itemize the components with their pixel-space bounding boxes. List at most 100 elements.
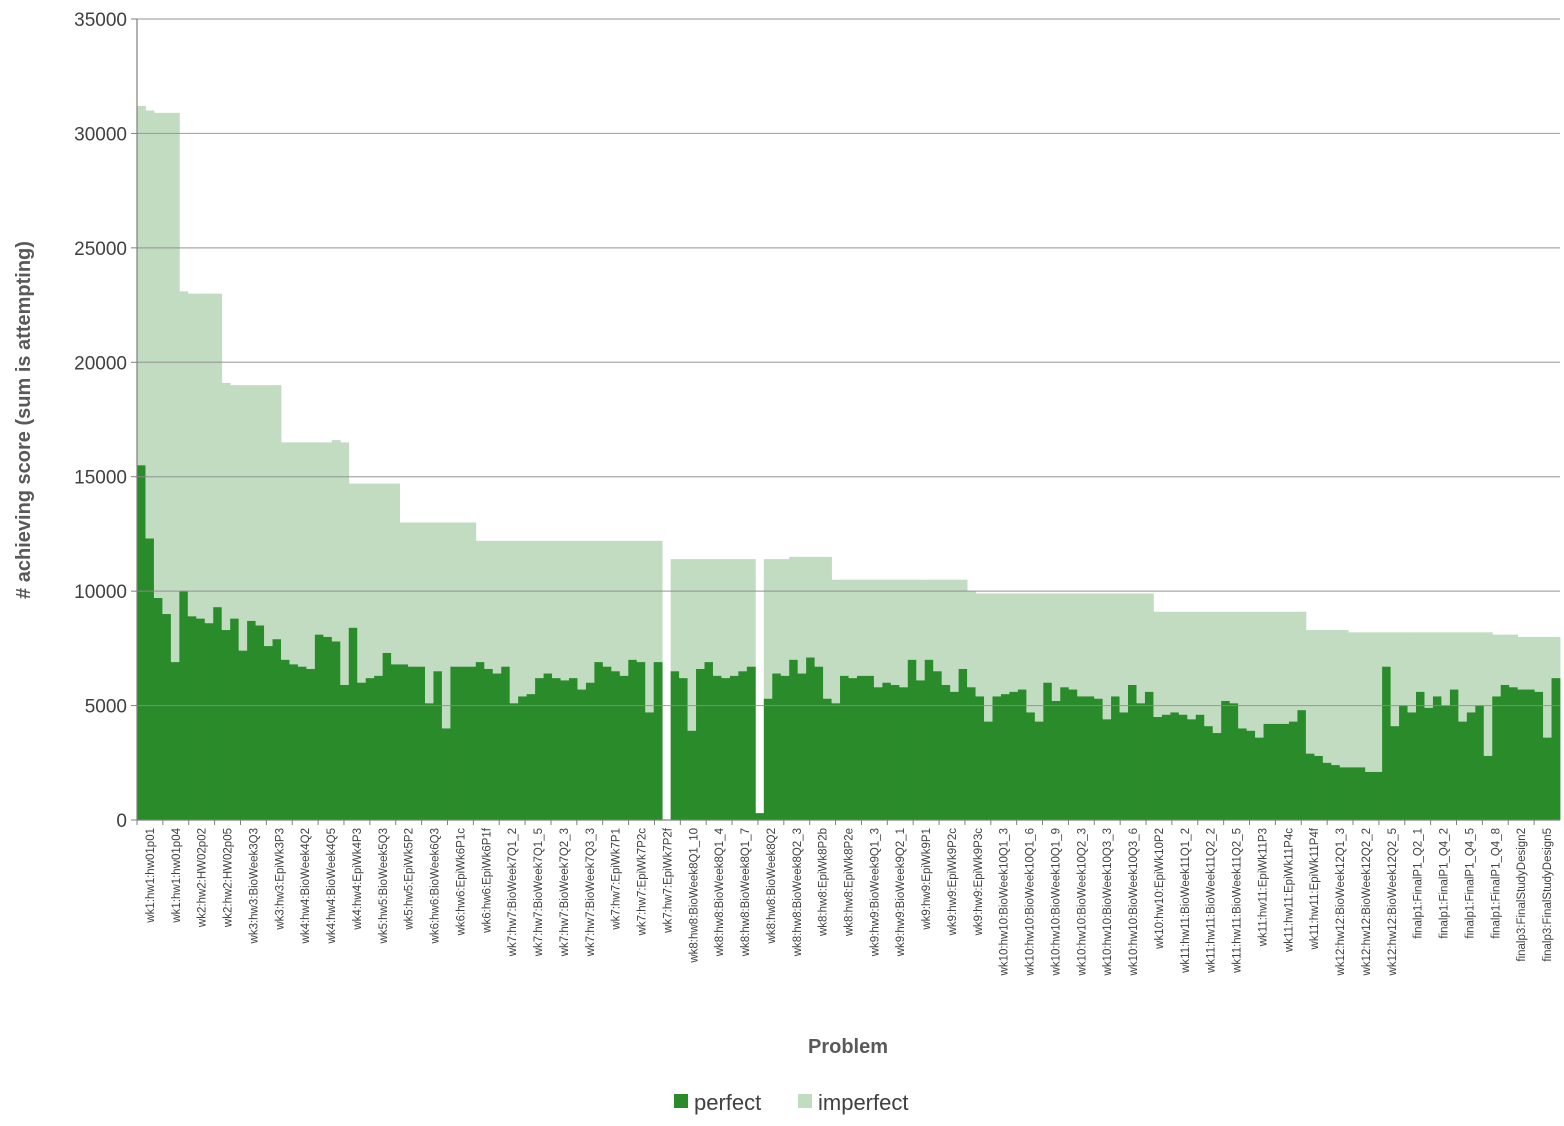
bar-perfect — [357, 682, 367, 820]
bar-imperfect — [1534, 636, 1544, 692]
bar-perfect — [213, 607, 223, 820]
y-tick-label: 20000 — [74, 353, 127, 374]
bar-imperfect — [856, 579, 866, 676]
bar-perfect — [1432, 696, 1442, 820]
bar-imperfect — [1475, 632, 1485, 706]
bar-perfect — [323, 636, 333, 820]
bar-perfect — [1449, 689, 1459, 820]
x-tick-label: wk7:hw7:EpiWk7P2c — [637, 828, 649, 937]
bar-imperfect — [687, 559, 697, 731]
bar-perfect — [984, 721, 993, 820]
bar-perfect — [543, 673, 553, 820]
bar-imperfect — [1305, 630, 1315, 754]
bar-perfect — [636, 662, 646, 820]
bar-perfect — [467, 666, 477, 820]
bar-perfect — [1170, 712, 1180, 820]
bar-perfect — [255, 625, 265, 820]
bar-perfect — [670, 671, 680, 820]
bar-imperfect — [391, 483, 400, 665]
bar-perfect — [145, 538, 155, 820]
bar-imperfect — [1416, 632, 1425, 692]
x-tick-label: wk8:hw8:BioWeek8Q1_4 — [714, 827, 726, 957]
bar-imperfect — [433, 522, 443, 672]
bar-perfect — [1094, 698, 1104, 820]
bar-perfect — [424, 703, 434, 820]
x-tick-label: wk9:hw9:EpiWk9P3c — [973, 828, 985, 937]
bar-imperfect — [1128, 593, 1137, 685]
x-tick-label: wk5:hw5:EpiWk5P2 — [404, 828, 416, 931]
bar-imperfect — [535, 540, 544, 679]
bar-imperfect — [416, 522, 426, 667]
x-tick-label: wk11:hw11:BioWeek11Q2_2 — [1206, 828, 1218, 974]
bar-perfect — [399, 664, 409, 820]
bar-perfect — [1466, 712, 1476, 820]
bar-perfect — [577, 689, 587, 820]
bar-perfect — [1288, 721, 1298, 820]
bar-perfect — [382, 652, 392, 820]
y-tick-label: 15000 — [74, 468, 127, 489]
bar-imperfect — [789, 556, 799, 660]
bar-perfect — [1009, 691, 1019, 820]
x-tick-label: wk4:hw4:EpiWk4P3 — [352, 828, 364, 931]
bar-perfect — [162, 614, 172, 820]
bar-imperfect — [170, 112, 180, 663]
x-tick-label: wk6:hw6:BioWeek6Q3 — [430, 828, 442, 944]
bar-perfect — [1492, 696, 1502, 820]
bar-imperfect — [408, 522, 417, 667]
bar-perfect — [272, 639, 282, 820]
bar-imperfect — [848, 579, 858, 679]
bar-imperfect — [1551, 636, 1561, 679]
bar-imperfect — [501, 540, 511, 667]
bar-imperfect — [1424, 632, 1434, 708]
bar-perfect — [1483, 755, 1493, 820]
x-tick-label: wk10:hw10:BioWeek10Q2_3 — [1076, 828, 1088, 976]
bar-imperfect — [348, 483, 358, 628]
bar-imperfect — [670, 559, 680, 672]
bar-perfect — [856, 675, 866, 820]
bar-imperfect — [1085, 593, 1095, 697]
bar-imperfect — [882, 579, 892, 683]
bar-perfect — [1187, 719, 1197, 820]
bar-imperfect — [1526, 636, 1535, 690]
bar-imperfect — [196, 293, 206, 619]
bar-perfect — [1280, 723, 1290, 820]
bar-imperfect — [179, 291, 189, 592]
bar-perfect — [314, 634, 324, 820]
bar-imperfect — [238, 385, 248, 651]
bar-imperfect — [1263, 611, 1273, 724]
x-axis-ticks: wk1:hw1:hw01p01 wk1:hw1:hw01p04 wk2:hw2:HW… — [136, 820, 1554, 976]
bar-perfect — [594, 662, 604, 820]
bar-perfect — [1246, 730, 1256, 820]
x-tick-label: wk2:hw2:HW02p02 — [197, 828, 209, 928]
bar-perfect — [755, 813, 765, 820]
bar-imperfect — [1449, 632, 1459, 690]
bar-imperfect — [780, 559, 790, 676]
bar-imperfect — [331, 440, 341, 642]
bar-imperfect — [518, 540, 528, 697]
bar-imperfect — [1382, 632, 1391, 667]
x-tick-label: wk7:hw7:EpiWk7P2f — [662, 827, 674, 934]
axes — [136, 19, 1560, 821]
bar-imperfect — [280, 442, 290, 660]
bar-imperfect — [1178, 611, 1188, 715]
bar-imperfect — [806, 556, 816, 658]
bar-perfect — [1195, 714, 1205, 820]
bar-perfect — [475, 662, 485, 820]
bar-perfect — [1161, 714, 1171, 820]
bar-perfect — [907, 659, 917, 820]
x-tick-label: finalp1:FinalP1_Q4_5 — [1464, 828, 1476, 939]
x-axis-title: Problem — [808, 1036, 888, 1058]
x-tick-label: wk1:hw1:hw01p01 — [145, 828, 157, 924]
bar-imperfect — [916, 579, 926, 681]
bar-imperfect — [1102, 593, 1112, 720]
bar-perfect — [170, 662, 180, 820]
bar-imperfect — [297, 442, 307, 667]
bar-perfect — [450, 666, 460, 820]
bar-imperfect — [992, 593, 1002, 697]
x-tick-label: wk10:hw10:BioWeek10Q3_3 — [1102, 828, 1114, 976]
legend-perfect-swatch — [674, 1094, 688, 1108]
y-axis-title: # achieving score (sum is attempting) — [13, 241, 35, 599]
bar-perfect — [1111, 696, 1120, 820]
bar-perfect — [1128, 684, 1137, 820]
bar-perfect — [1238, 728, 1248, 820]
